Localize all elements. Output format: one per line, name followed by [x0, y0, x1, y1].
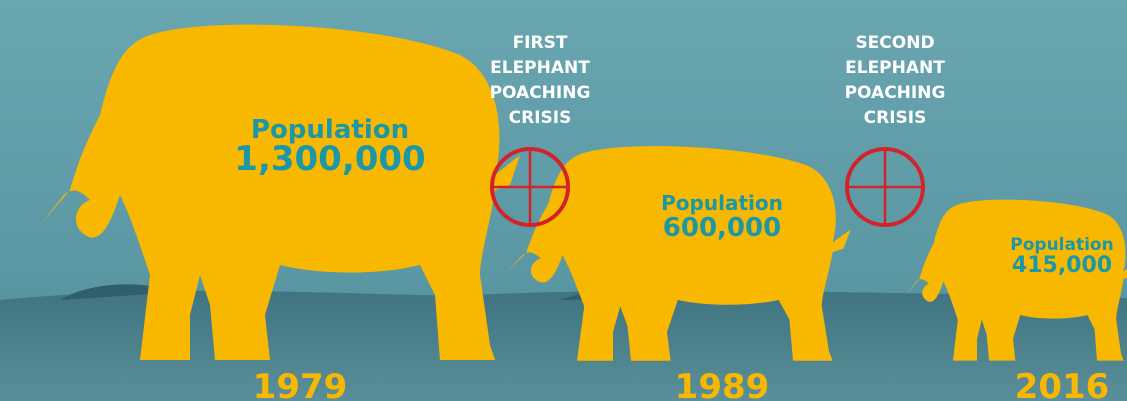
population-value: 1,300,000 — [234, 139, 425, 179]
crosshair — [847, 149, 923, 225]
crisis-label: ELEPHANT — [845, 58, 945, 78]
crosshair — [492, 149, 568, 225]
year: 2016 — [1015, 367, 1110, 401]
infographic: Population 1,300,000 1979 Population 600… — [0, 0, 1127, 401]
crisis-label: FIRST — [513, 33, 568, 53]
crisis-label: CRISIS — [509, 108, 572, 128]
population-value: 415,000 — [1012, 253, 1112, 278]
crisis-label: POACHING — [845, 83, 946, 103]
crisis-label: POACHING — [490, 83, 591, 103]
crisis-label: ELEPHANT — [490, 58, 590, 78]
crisis-label: CRISIS — [864, 108, 927, 128]
population-label: Population — [661, 191, 783, 215]
crisis-label: SECOND — [855, 33, 934, 53]
population-value: 600,000 — [663, 213, 781, 243]
year: 1989 — [675, 367, 770, 401]
year: 1979 — [253, 367, 348, 401]
population-label: Population — [1010, 235, 1113, 255]
